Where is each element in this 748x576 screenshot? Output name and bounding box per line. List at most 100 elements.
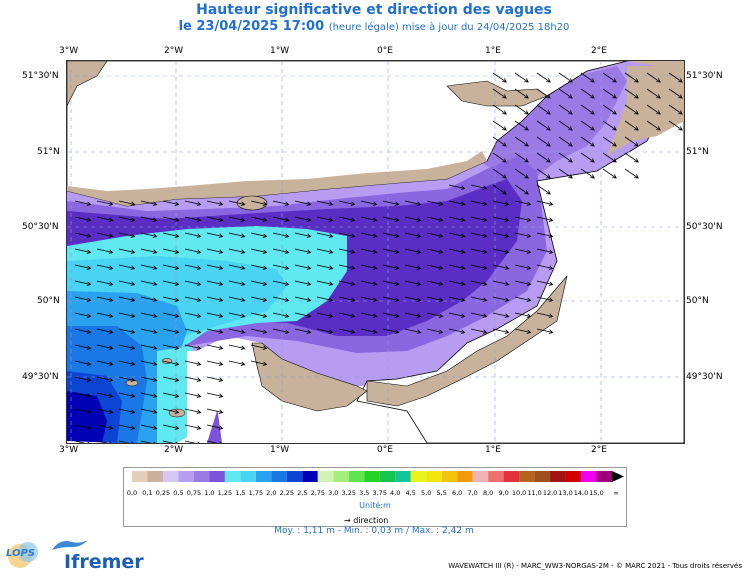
direction-arrow bbox=[118, 280, 136, 286]
direction-arrow bbox=[470, 280, 488, 286]
colorbar-swatch bbox=[271, 471, 287, 482]
direction-arrow bbox=[162, 264, 180, 270]
direction-arrow bbox=[536, 296, 554, 302]
direction-arrow bbox=[140, 296, 158, 302]
direction-arrow bbox=[184, 344, 202, 350]
direction-arrow bbox=[514, 232, 532, 238]
direction-arrow bbox=[316, 312, 334, 318]
direction-arrow bbox=[514, 136, 529, 147]
colorbar-swatch bbox=[488, 471, 504, 482]
colorbar-swatch bbox=[565, 471, 582, 482]
direction-arrow bbox=[96, 216, 114, 222]
colorbar-tick-label: 0,0 bbox=[127, 489, 137, 497]
direction-arrow bbox=[536, 216, 554, 222]
direction-arrow bbox=[118, 248, 136, 254]
direction-arrow bbox=[228, 312, 246, 318]
direction-arrow bbox=[118, 232, 136, 238]
direction-arrow bbox=[184, 440, 200, 443]
colorbar-tick-label: 1,75 bbox=[249, 489, 263, 497]
direction-arrow bbox=[426, 296, 444, 302]
direction-arrow bbox=[272, 200, 290, 206]
direction-arrow bbox=[404, 328, 422, 334]
colorbar-tick-label: 12,0 bbox=[543, 489, 557, 497]
lat-tick-right: 50°N bbox=[686, 296, 709, 306]
direction-arrow bbox=[184, 360, 202, 366]
direction-arrow bbox=[316, 296, 334, 302]
direction-arrow bbox=[646, 104, 661, 115]
direction-arrow bbox=[514, 200, 532, 206]
colorbar-tick-label: 7,0 bbox=[467, 489, 477, 497]
colorbar-swatch bbox=[410, 471, 427, 482]
direction-arrow bbox=[272, 280, 290, 286]
direction-arrow bbox=[162, 360, 180, 366]
lat-tick-right: 50°30'N bbox=[686, 222, 723, 232]
direction-arrow bbox=[206, 216, 224, 222]
colorbar-tick-label: 2,5 bbox=[297, 489, 307, 497]
colorbar-swatch bbox=[379, 471, 396, 482]
direction-arrow bbox=[316, 328, 334, 334]
direction-arrow bbox=[250, 312, 268, 318]
lon-tick-top: 3°W bbox=[59, 46, 79, 56]
direction-arrow bbox=[162, 280, 180, 286]
colorbar-swatch bbox=[162, 471, 179, 482]
direction-arrow bbox=[492, 184, 507, 195]
direction-arrow bbox=[338, 296, 356, 302]
direction-arrow bbox=[580, 152, 595, 163]
colorbar-swatch bbox=[534, 471, 551, 482]
direction-arrow bbox=[162, 376, 180, 382]
direction-arrow bbox=[624, 88, 639, 99]
direction-arrow bbox=[162, 440, 178, 443]
colorbar-tick-label: 1,5 bbox=[235, 489, 245, 497]
direction-arrow bbox=[404, 200, 422, 206]
sea-strait bbox=[477, 66, 627, 176]
direction-arrow bbox=[382, 232, 400, 238]
direction-arrow bbox=[514, 312, 532, 318]
direction-arrow bbox=[250, 344, 268, 350]
colorbar-tick-label: 6,0 bbox=[452, 489, 462, 497]
direction-arrow bbox=[250, 216, 268, 222]
direction-arrow bbox=[118, 328, 136, 334]
direction-arrow bbox=[448, 184, 466, 190]
direction-arrow bbox=[162, 344, 180, 350]
direction-arrow bbox=[316, 232, 334, 238]
direction-arrow bbox=[624, 136, 639, 147]
colorbar-swatch bbox=[193, 471, 210, 482]
colorbar-tick-label: 3,0 bbox=[328, 489, 338, 497]
direction-arrow bbox=[624, 72, 639, 83]
direction-arrow bbox=[536, 280, 554, 286]
direction-arrow bbox=[470, 264, 488, 270]
direction-arrow bbox=[206, 360, 224, 366]
direction-arrow bbox=[96, 232, 114, 238]
colorbar-swatch bbox=[178, 471, 194, 482]
direction-arrow bbox=[184, 376, 202, 382]
direction-arrow bbox=[228, 344, 246, 350]
direction-arrow bbox=[206, 408, 224, 414]
direction-arrow bbox=[316, 216, 334, 222]
direction-arrow bbox=[448, 296, 466, 302]
lon-tick-bottom: 1°E bbox=[485, 445, 501, 455]
land-north-france bbox=[607, 66, 684, 156]
direction-arrow bbox=[96, 296, 114, 302]
direction-arrow bbox=[470, 184, 488, 190]
direction-arrow bbox=[404, 264, 422, 270]
lon-tick-bottom: 3°W bbox=[59, 445, 79, 455]
colorbar-swatch bbox=[596, 471, 612, 482]
direction-arrow bbox=[382, 296, 400, 302]
direction-arrow bbox=[624, 152, 639, 163]
lon-tick-top: 2°E bbox=[591, 46, 607, 56]
direction-arrow bbox=[492, 72, 507, 83]
direction-arrow bbox=[360, 328, 378, 334]
direction-arrow bbox=[360, 216, 378, 222]
colorbar-tick-label: 0,25 bbox=[156, 489, 170, 497]
direction-arrow bbox=[140, 264, 158, 270]
direction-arrow bbox=[514, 264, 532, 270]
map-subtitle: le 23/04/2025 17:00 (heure légale) mise … bbox=[0, 19, 748, 34]
direction-arrow bbox=[272, 232, 290, 238]
wave-map[interactable] bbox=[66, 60, 685, 444]
direction-arrow bbox=[558, 72, 573, 83]
direction-arrow bbox=[382, 248, 400, 254]
lon-tick-top: 0°E bbox=[377, 46, 393, 56]
direction-arrow bbox=[536, 120, 551, 131]
stats-line: Moy. : 1,11 m - Min. : 0,03 m / Max. : 2… bbox=[274, 526, 474, 536]
direction-arrow bbox=[206, 248, 224, 254]
